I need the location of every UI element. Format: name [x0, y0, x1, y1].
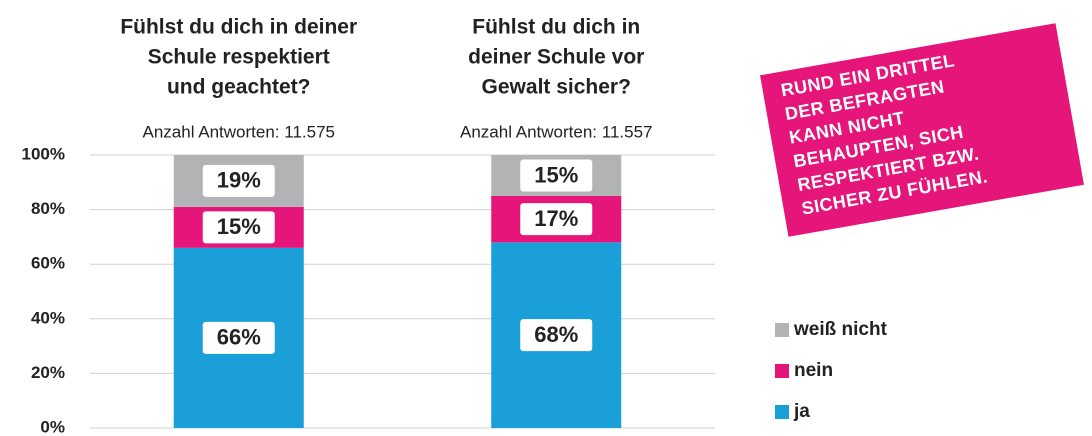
category-label: Fühlst du dich in deiner	[120, 16, 357, 39]
value-label: 68%	[534, 322, 578, 347]
annotation-box	[760, 23, 1084, 237]
value-label-box	[520, 319, 593, 352]
value-label-box	[202, 211, 275, 244]
value-label: 66%	[217, 325, 261, 350]
category-label: deiner Schule vor	[468, 46, 644, 69]
value-label-box	[520, 159, 593, 192]
y-tick-label: 0%	[40, 417, 65, 436]
value-label-box	[202, 321, 275, 354]
legend-label: weiß nicht	[793, 319, 888, 340]
legend-label: nein	[794, 360, 833, 381]
category-label: Fühlst du dich in	[472, 16, 640, 39]
subtitle: Anzahl Antworten: 11.557	[460, 122, 653, 141]
y-tick-label: 80%	[31, 199, 65, 218]
y-tick-label: 100%	[22, 144, 65, 163]
subtitle: Anzahl Antworten: 11.575	[143, 122, 336, 141]
category-label: und geachtet?	[167, 76, 311, 99]
category-label: Gewalt sicher?	[482, 76, 631, 99]
value-label: 19%	[217, 168, 261, 193]
legend-swatch	[775, 364, 789, 378]
value-label: 17%	[534, 206, 578, 231]
value-label-box	[202, 164, 275, 197]
category-label: Schule respektiert	[148, 46, 330, 69]
y-tick-label: 60%	[31, 254, 65, 273]
legend-swatch	[775, 323, 789, 337]
value-label-box	[520, 203, 593, 236]
y-tick-label: 40%	[31, 308, 65, 327]
value-label: 15%	[534, 162, 578, 187]
legend-swatch	[775, 405, 789, 419]
legend-label: ja	[793, 401, 810, 422]
value-label: 15%	[217, 214, 261, 239]
y-tick-label: 20%	[31, 363, 65, 382]
